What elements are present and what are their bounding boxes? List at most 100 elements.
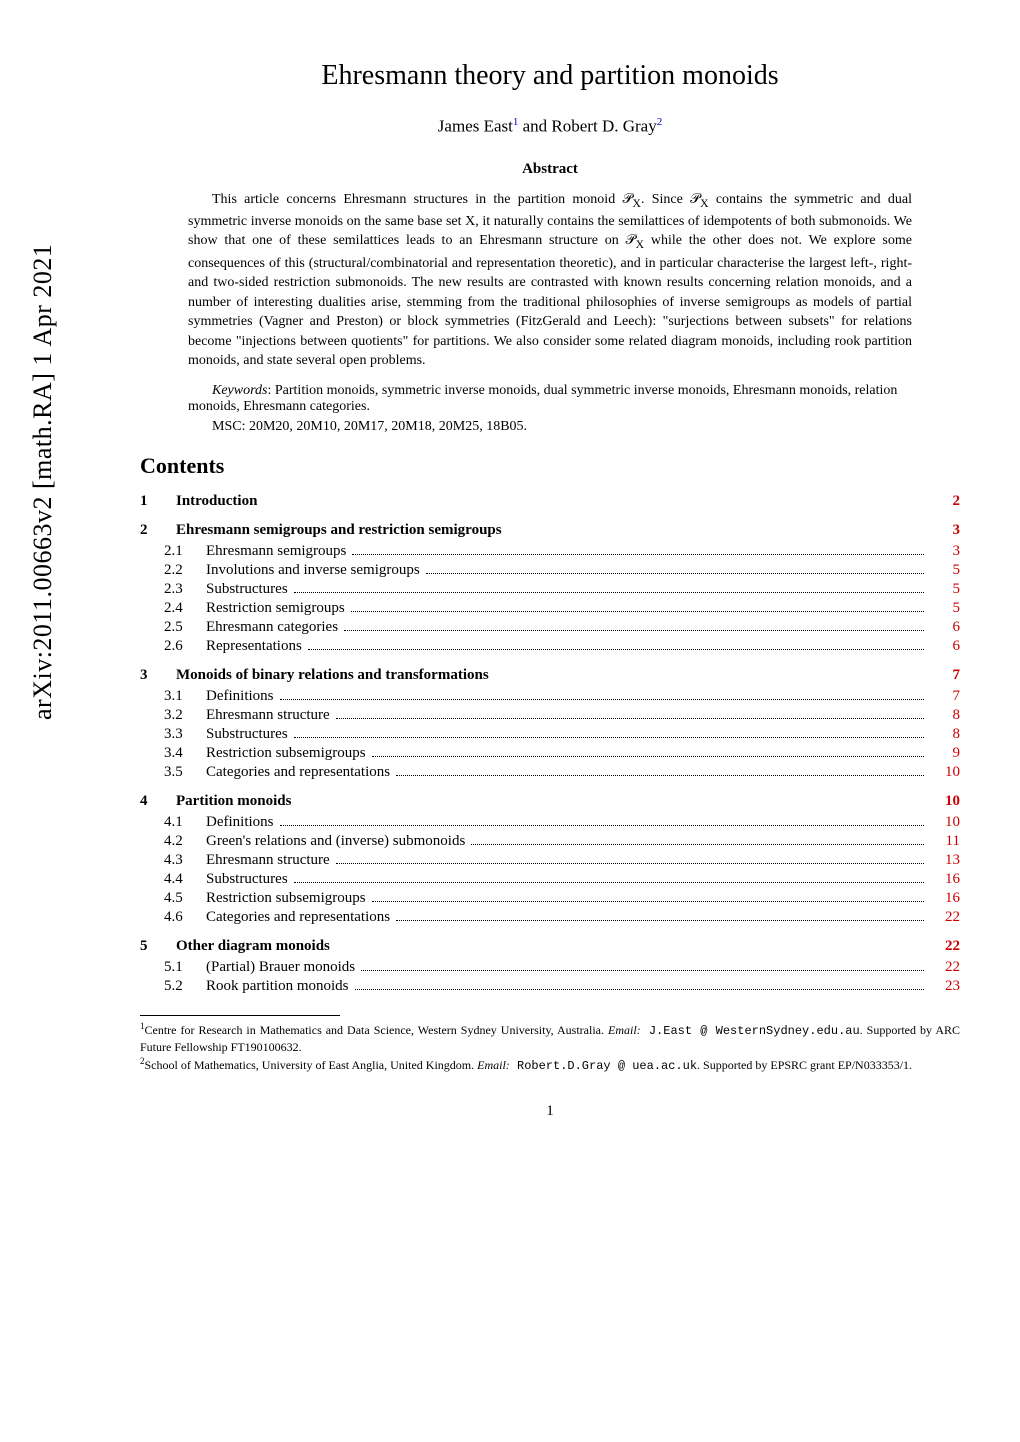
footnote-rule	[140, 1015, 340, 1016]
toc-page[interactable]: 13	[930, 852, 960, 869]
toc-subsection-num: 5.1	[164, 959, 206, 976]
toc-subsection-label: Categories and representations	[206, 909, 390, 926]
toc-section[interactable]: 2Ehresmann semigroups and restriction se…	[140, 522, 960, 539]
toc-page[interactable]: 7	[930, 688, 960, 705]
toc-section-num: 2	[140, 522, 176, 539]
toc-section[interactable]: 1Introduction2	[140, 493, 960, 510]
toc-subsection-num: 3.3	[164, 726, 206, 743]
toc-dots	[471, 844, 924, 845]
footnote-2-email: Robert.D.Gray @ uea.ac.uk	[510, 1059, 697, 1073]
footnote-1-email: J.East @ WesternSydney.edu.au	[641, 1024, 860, 1038]
toc-section-label: Monoids of binary relations and transfor…	[176, 667, 489, 684]
toc-section[interactable]: 5Other diagram monoids 22	[140, 938, 960, 955]
toc-page[interactable]: 5	[930, 581, 960, 598]
toc-page[interactable]: 11	[930, 833, 960, 850]
toc-subsection-num: 5.2	[164, 978, 206, 995]
toc-subsection[interactable]: 4.2Green's relations and (inverse) submo…	[164, 833, 960, 850]
toc-subsection[interactable]: 2.5Ehresmann categories6	[164, 619, 960, 636]
toc-page[interactable]: 10	[930, 793, 960, 810]
toc-subsection-label: Representations	[206, 638, 302, 655]
toc-section-label: Other diagram monoids	[176, 938, 330, 955]
authors-line: James East1 and Robert D. Gray2	[140, 116, 960, 137]
page-content: Ehresmann theory and partition monoids J…	[140, 60, 960, 1120]
abstract-body: This article concerns Ehresmann structur…	[188, 190, 912, 371]
toc-dots	[294, 592, 924, 593]
toc-subsection-label: Restriction subsemigroups	[206, 745, 366, 762]
footnote-2-suffix: . Supported by EPSRC grant EP/N033353/1.	[697, 1058, 912, 1072]
toc-subsection[interactable]: 2.4Restriction semigroups5	[164, 600, 960, 617]
toc-subsection[interactable]: 3.1Definitions7	[164, 688, 960, 705]
toc-page[interactable]: 6	[930, 619, 960, 636]
toc-page[interactable]: 5	[930, 562, 960, 579]
toc-subsection-label: Ehresmann categories	[206, 619, 338, 636]
toc-page[interactable]: 16	[930, 890, 960, 907]
toc-subsection-num: 3.4	[164, 745, 206, 762]
toc-subsection-num: 2.2	[164, 562, 206, 579]
toc-subsection[interactable]: 5.1(Partial) Brauer monoids 22	[164, 959, 960, 976]
toc-subsection[interactable]: 2.1Ehresmann semigroups3	[164, 543, 960, 560]
toc-page[interactable]: 6	[930, 638, 960, 655]
toc-page[interactable]: 16	[930, 871, 960, 888]
toc-subsection[interactable]: 2.2Involutions and inverse semigroups 5	[164, 562, 960, 579]
toc-subsection-label: Substructures	[206, 726, 288, 743]
toc-dots	[372, 901, 924, 902]
toc-page[interactable]: 3	[930, 522, 960, 539]
toc-subsection[interactable]: 4.6Categories and representations 22	[164, 909, 960, 926]
toc-subsection[interactable]: 4.3Ehresmann structure13	[164, 852, 960, 869]
toc-page[interactable]: 10	[930, 764, 960, 781]
toc-subsection-label: Rook partition monoids	[206, 978, 349, 995]
toc-subsection-num: 3.2	[164, 707, 206, 724]
toc-section-num: 5	[140, 938, 176, 955]
toc-section[interactable]: 4Partition monoids10	[140, 793, 960, 810]
toc-dots	[294, 882, 924, 883]
toc-subsection[interactable]: 4.4Substructures16	[164, 871, 960, 888]
toc-page[interactable]: 7	[930, 667, 960, 684]
toc-page[interactable]: 2	[930, 493, 960, 510]
toc-subsection[interactable]: 4.5Restriction subsemigroups16	[164, 890, 960, 907]
toc-page[interactable]: 22	[930, 959, 960, 976]
abstract-heading: Abstract	[140, 161, 960, 178]
toc-dots	[352, 554, 924, 555]
msc-line: MSC: 20M20, 20M10, 20M17, 20M18, 20M25, …	[188, 419, 912, 435]
toc-section-num: 1	[140, 493, 176, 510]
toc-subsection[interactable]: 5.2Rook partition monoids 23	[164, 978, 960, 995]
toc-section-label: Partition monoids	[176, 793, 291, 810]
toc-dots	[336, 718, 924, 719]
toc-subsection-label: (Partial) Brauer monoids	[206, 959, 355, 976]
toc-subsection[interactable]: 2.3Substructures 5	[164, 581, 960, 598]
toc-subsection-label: Ehresmann structure	[206, 707, 330, 724]
toc-subsection-num: 2.3	[164, 581, 206, 598]
toc-subsection-num: 2.6	[164, 638, 206, 655]
footnote-1: 1Centre for Research in Mathematics and …	[140, 1020, 960, 1055]
toc-dots	[308, 649, 924, 650]
toc-subsection-label: Restriction semigroups	[206, 600, 345, 617]
toc-page[interactable]: 23	[930, 978, 960, 995]
toc-dots	[280, 825, 925, 826]
toc-subsection[interactable]: 3.5Categories and representations10	[164, 764, 960, 781]
toc-page[interactable]: 10	[930, 814, 960, 831]
toc-page[interactable]: 8	[930, 707, 960, 724]
toc-fill	[330, 938, 930, 955]
toc-subsection[interactable]: 3.4Restriction subsemigroups 9	[164, 745, 960, 762]
toc-section[interactable]: 3Monoids of binary relations and transfo…	[140, 667, 960, 684]
toc-fill	[502, 522, 930, 539]
toc-subsection-label: Substructures	[206, 581, 288, 598]
toc-dots	[294, 737, 924, 738]
toc-page[interactable]: 5	[930, 600, 960, 617]
toc-page[interactable]: 8	[930, 726, 960, 743]
toc-section-label: Ehresmann semigroups and restriction sem…	[176, 522, 502, 539]
toc-subsection[interactable]: 4.1Definitions10	[164, 814, 960, 831]
toc-subsection-num: 4.6	[164, 909, 206, 926]
toc-subsection[interactable]: 2.6Representations 6	[164, 638, 960, 655]
toc-page[interactable]: 22	[930, 909, 960, 926]
toc-subsection-num: 4.5	[164, 890, 206, 907]
toc-page[interactable]: 3	[930, 543, 960, 560]
toc-fill	[489, 667, 930, 684]
toc-page[interactable]: 9	[930, 745, 960, 762]
toc-page[interactable]: 22	[930, 938, 960, 955]
footnote-1-text: Centre for Research in Mathematics and D…	[145, 1023, 608, 1037]
toc-subsection[interactable]: 3.3Substructures 8	[164, 726, 960, 743]
toc-subsection-label: Involutions and inverse semigroups	[206, 562, 420, 579]
contents-heading: Contents	[140, 453, 960, 479]
toc-subsection[interactable]: 3.2Ehresmann structure 8	[164, 707, 960, 724]
